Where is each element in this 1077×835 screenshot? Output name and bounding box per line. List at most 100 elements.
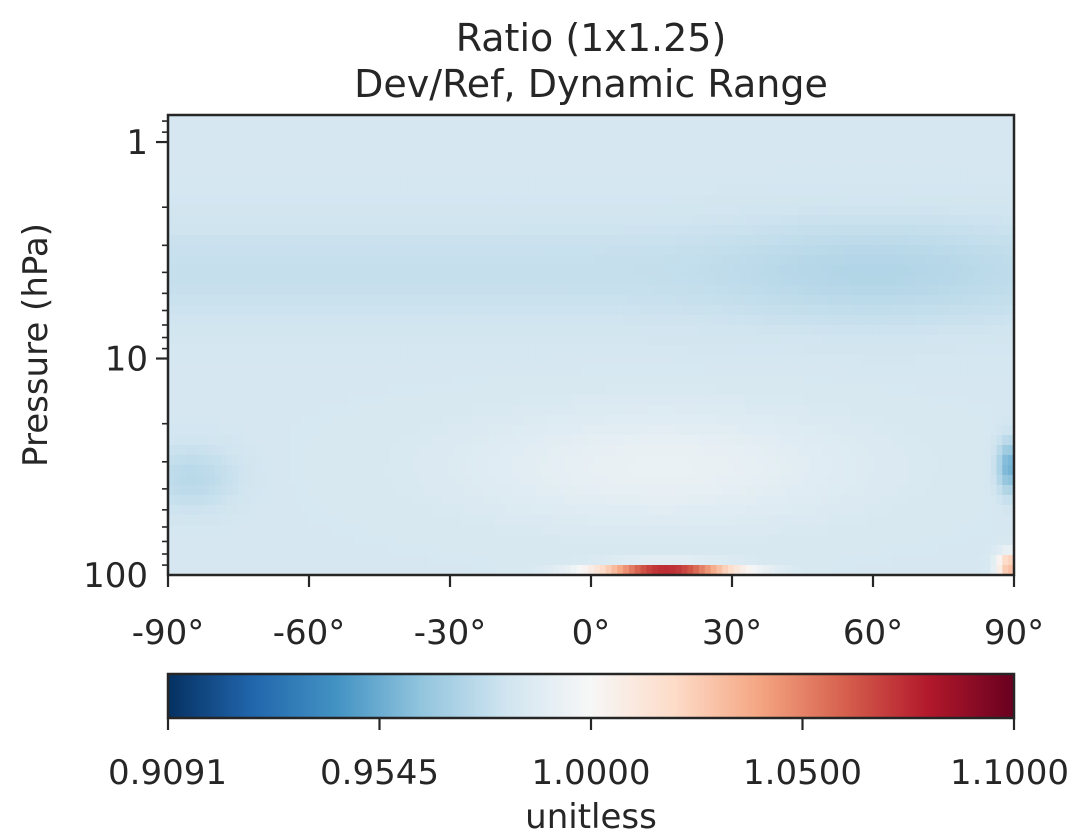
heatmap-cell bbox=[483, 115, 490, 126]
heatmap-cell bbox=[232, 195, 239, 206]
heatmap-cell bbox=[862, 295, 869, 306]
heatmap-cell bbox=[885, 435, 893, 446]
heatmap-cell bbox=[774, 405, 782, 416]
heatmap-cell bbox=[448, 155, 455, 166]
heatmap-cell bbox=[576, 335, 583, 346]
heatmap-cell bbox=[570, 325, 578, 336]
heatmap-cell bbox=[529, 255, 537, 266]
heatmap-cell bbox=[833, 425, 840, 436]
heatmap-cell bbox=[243, 145, 251, 156]
heatmap-cell bbox=[722, 295, 729, 306]
heatmap-cell bbox=[477, 145, 484, 156]
heatmap-cell bbox=[827, 405, 834, 416]
heatmap-cell bbox=[774, 325, 782, 336]
heatmap-cell bbox=[757, 155, 764, 166]
heatmap-cell bbox=[588, 335, 595, 346]
heatmap-cell bbox=[588, 165, 595, 176]
heatmap-cell bbox=[354, 195, 362, 206]
heatmap-cell bbox=[751, 145, 758, 156]
heatmap-cell bbox=[920, 415, 928, 426]
heatmap-cell bbox=[582, 285, 589, 296]
heatmap-cell bbox=[343, 185, 350, 196]
heatmap-cell bbox=[827, 295, 834, 306]
heatmap-cell bbox=[646, 395, 653, 406]
heatmap-cell bbox=[453, 215, 461, 226]
heatmap-cell bbox=[733, 245, 741, 256]
heatmap-cell bbox=[226, 445, 233, 456]
heatmap-cell bbox=[191, 235, 198, 246]
heatmap-cell bbox=[862, 395, 869, 406]
heatmap-cell bbox=[833, 165, 840, 176]
heatmap-cell bbox=[879, 265, 887, 276]
heatmap-cell bbox=[261, 455, 268, 466]
heatmap-cell bbox=[337, 445, 344, 456]
heatmap-cell bbox=[168, 275, 175, 286]
heatmap-cell bbox=[897, 305, 904, 316]
heatmap-cell bbox=[360, 375, 367, 386]
heatmap-cell bbox=[366, 455, 373, 466]
heatmap-cell bbox=[833, 345, 840, 356]
heatmap-cell bbox=[173, 125, 181, 136]
heatmap-cell bbox=[827, 175, 834, 186]
heatmap-cell bbox=[885, 145, 893, 156]
heatmap-cell bbox=[226, 325, 233, 336]
heatmap-cell bbox=[978, 405, 986, 416]
heatmap-cell bbox=[663, 135, 671, 146]
heatmap-cell bbox=[553, 265, 560, 276]
heatmap-cell bbox=[949, 315, 957, 326]
heatmap-cell bbox=[553, 355, 560, 366]
heatmap-cell bbox=[669, 425, 677, 436]
heatmap-cell bbox=[611, 225, 618, 236]
heatmap-cell bbox=[914, 415, 922, 426]
heatmap-cell bbox=[599, 375, 607, 386]
heatmap-cell bbox=[407, 175, 414, 186]
heatmap-cell bbox=[273, 235, 280, 246]
heatmap-cell bbox=[996, 395, 1003, 406]
heatmap-cell bbox=[500, 285, 507, 296]
heatmap-cell bbox=[401, 125, 408, 136]
heatmap-cell bbox=[798, 285, 805, 296]
heatmap-cell bbox=[658, 195, 665, 206]
heatmap-cell bbox=[296, 285, 303, 296]
heatmap-cell bbox=[389, 455, 397, 466]
heatmap-cell bbox=[506, 245, 513, 256]
heatmap-cell bbox=[809, 295, 817, 306]
heatmap-cell bbox=[185, 135, 192, 146]
heatmap-cell bbox=[483, 365, 490, 376]
heatmap-cell bbox=[634, 305, 642, 316]
heatmap-cell bbox=[908, 265, 916, 276]
heatmap-cell bbox=[792, 155, 799, 166]
heatmap-cell bbox=[914, 145, 922, 156]
heatmap-cell bbox=[891, 255, 898, 266]
heatmap-cell bbox=[185, 365, 192, 376]
heatmap-cell bbox=[179, 295, 187, 306]
heatmap-cell bbox=[751, 345, 758, 356]
heatmap-cell bbox=[331, 365, 338, 376]
heatmap-cell bbox=[284, 255, 292, 266]
heatmap-cell bbox=[611, 315, 618, 326]
heatmap-cell bbox=[652, 125, 659, 136]
heatmap-cell bbox=[535, 215, 542, 226]
heatmap-cell bbox=[459, 255, 467, 266]
heatmap-cell bbox=[879, 375, 887, 386]
heatmap-cell bbox=[856, 155, 863, 166]
heatmap-cell bbox=[873, 285, 881, 296]
heatmap-cell bbox=[558, 355, 566, 366]
heatmap-cell bbox=[593, 175, 601, 186]
heatmap-cell bbox=[908, 205, 916, 216]
heatmap-cell bbox=[932, 265, 939, 276]
heatmap-cell bbox=[354, 355, 362, 366]
heatmap-cell bbox=[541, 245, 548, 256]
heatmap-cell bbox=[844, 305, 852, 316]
heatmap-cell bbox=[739, 235, 747, 246]
heatmap-cell bbox=[658, 285, 665, 296]
heatmap-cell bbox=[343, 355, 350, 366]
heatmap-cell bbox=[844, 375, 852, 386]
heatmap-cell bbox=[949, 285, 957, 296]
heatmap-cell bbox=[617, 255, 624, 266]
heatmap-cell bbox=[360, 255, 367, 266]
heatmap-cell bbox=[926, 185, 933, 196]
heatmap-cell bbox=[973, 345, 980, 356]
heatmap-cell bbox=[879, 435, 887, 446]
heatmap-cell bbox=[798, 395, 805, 406]
